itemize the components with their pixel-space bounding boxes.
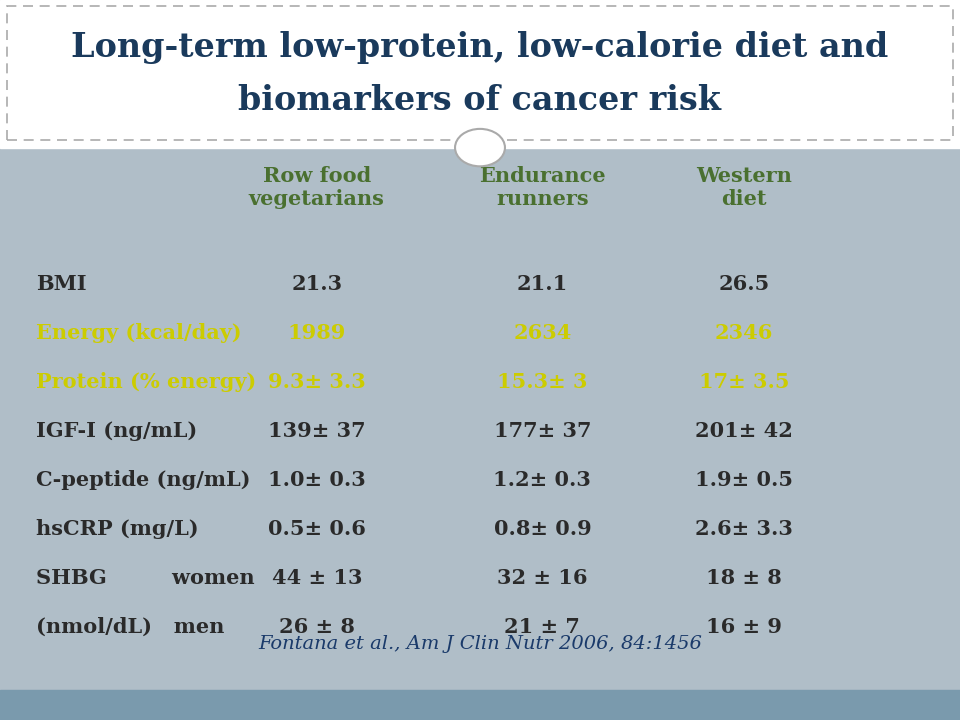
Text: C-peptide (ng/mL): C-peptide (ng/mL) xyxy=(36,470,251,490)
Text: 18 ± 8: 18 ± 8 xyxy=(707,568,781,588)
Text: 32 ± 16: 32 ± 16 xyxy=(497,568,588,588)
Text: 21.3: 21.3 xyxy=(291,274,343,294)
Text: 9.3± 3.3: 9.3± 3.3 xyxy=(268,372,366,392)
Text: 201± 42: 201± 42 xyxy=(695,421,793,441)
Text: 17± 3.5: 17± 3.5 xyxy=(699,372,789,392)
Text: hsCRP (mg/L): hsCRP (mg/L) xyxy=(36,519,199,539)
Bar xyxy=(7,6,953,140)
Circle shape xyxy=(455,129,505,166)
Text: 15.3± 3: 15.3± 3 xyxy=(497,372,588,392)
Text: 44 ± 13: 44 ± 13 xyxy=(272,568,362,588)
Text: Fontana et al., Am J Clin Nutr 2006, 84:1456: Fontana et al., Am J Clin Nutr 2006, 84:… xyxy=(258,636,702,654)
Text: Western
diet: Western diet xyxy=(696,166,792,209)
Bar xyxy=(0,148,960,690)
Text: 1989: 1989 xyxy=(288,323,346,343)
Text: 21.1: 21.1 xyxy=(516,274,568,294)
Text: 2346: 2346 xyxy=(715,323,773,343)
Text: Long-term low-protein, low-calorie diet and: Long-term low-protein, low-calorie diet … xyxy=(71,31,889,64)
Text: Row food
vegetarians: Row food vegetarians xyxy=(249,166,385,209)
Text: Protein (% energy): Protein (% energy) xyxy=(36,372,256,392)
Text: 0.5± 0.6: 0.5± 0.6 xyxy=(268,519,366,539)
Text: 139± 37: 139± 37 xyxy=(268,421,366,441)
Text: Energy (kcal/day): Energy (kcal/day) xyxy=(36,323,242,343)
Text: 21 ± 7: 21 ± 7 xyxy=(504,617,581,637)
Text: 2634: 2634 xyxy=(514,323,571,343)
Text: 0.8± 0.9: 0.8± 0.9 xyxy=(493,519,591,539)
Bar xyxy=(0,690,960,720)
Text: 26 ± 8: 26 ± 8 xyxy=(278,617,355,637)
Text: 1.9± 0.5: 1.9± 0.5 xyxy=(695,470,793,490)
Text: BMI: BMI xyxy=(36,274,87,294)
Text: 2.6± 3.3: 2.6± 3.3 xyxy=(695,519,793,539)
Text: IGF-I (ng/mL): IGF-I (ng/mL) xyxy=(36,421,198,441)
Text: 26.5: 26.5 xyxy=(718,274,770,294)
Text: 16 ± 9: 16 ± 9 xyxy=(706,617,782,637)
Text: biomarkers of cancer risk: biomarkers of cancer risk xyxy=(238,84,722,117)
Bar xyxy=(0,0,960,148)
Text: 1.2± 0.3: 1.2± 0.3 xyxy=(493,470,591,490)
Text: SHBG         women: SHBG women xyxy=(36,568,255,588)
Text: 177± 37: 177± 37 xyxy=(493,421,591,441)
Text: (nmol/dL)   men: (nmol/dL) men xyxy=(36,617,225,637)
Text: Endurance
runners: Endurance runners xyxy=(479,166,606,209)
Text: 1.0± 0.3: 1.0± 0.3 xyxy=(268,470,366,490)
